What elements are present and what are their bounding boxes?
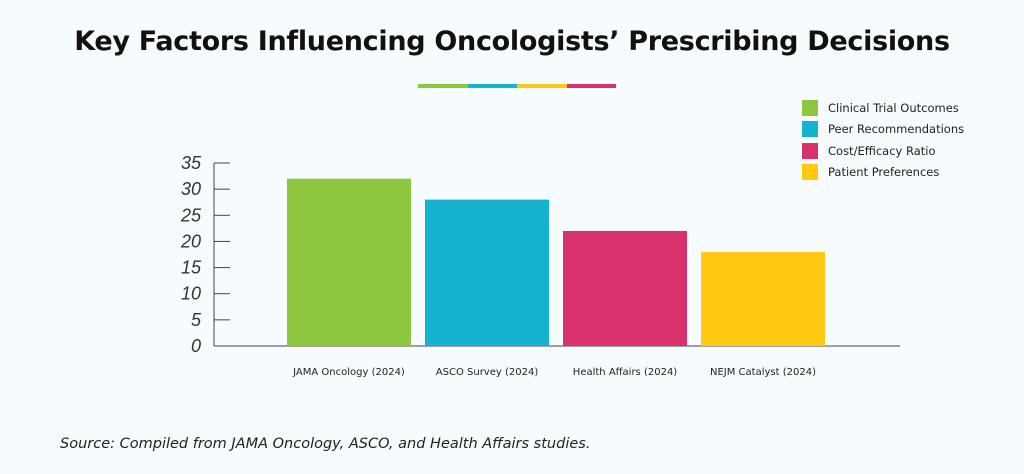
legend-label: Cost/Efficacy Ratio [828, 143, 936, 158]
y-tick-label: 15 [181, 258, 202, 278]
legend-label: Patient Preferences [828, 165, 940, 179]
y-tick-label: 0 [191, 336, 201, 356]
y-tick-label: 25 [180, 205, 202, 225]
x-category-label: JAMA Oncology (2024) [292, 367, 405, 378]
y-tick-label: 5 [191, 310, 202, 330]
divider-segment-blue [467, 84, 517, 88]
x-category-label: ASCO Survey (2024) [436, 367, 539, 378]
x-category-label: NEJM Catalyst (2024) [710, 367, 816, 378]
bar [701, 251, 825, 346]
legend-swatch [802, 99, 818, 116]
legend-item: Patient Preferences [802, 162, 964, 183]
legend-label: Clinical Trial Outcomes [828, 100, 959, 115]
divider-segment-green [418, 84, 468, 88]
source-note: Source: Compiled from JAMA Oncology, ASC… [60, 436, 591, 452]
y-tick-label: 35 [181, 153, 202, 173]
chart-legend: Clinical Trial Outcomes Peer Recommendat… [802, 97, 964, 183]
legend-item: Cost/Efficacy Ratio [802, 140, 964, 161]
chart-title: Key Factors Influencing Oncologists’ Pre… [74, 26, 950, 57]
x-category-label: Health Affairs (2024) [573, 367, 678, 378]
legend-label: Peer Recommendations [828, 122, 965, 136]
divider-segment-yellow [517, 84, 567, 88]
y-tick-label: 10 [181, 284, 201, 304]
bar [425, 199, 549, 346]
legend-swatch [802, 142, 818, 159]
bar [287, 178, 411, 346]
y-tick-label: 30 [181, 179, 201, 199]
legend-swatch [802, 121, 818, 137]
legend-swatch [802, 164, 818, 180]
bar [563, 230, 687, 346]
legend-item: Peer Recommendations [802, 119, 964, 140]
y-tick-label: 20 [180, 231, 201, 251]
title-divider [418, 84, 616, 88]
divider-segment-pink [566, 84, 616, 88]
legend-item: Clinical Trial Outcomes [802, 97, 964, 118]
